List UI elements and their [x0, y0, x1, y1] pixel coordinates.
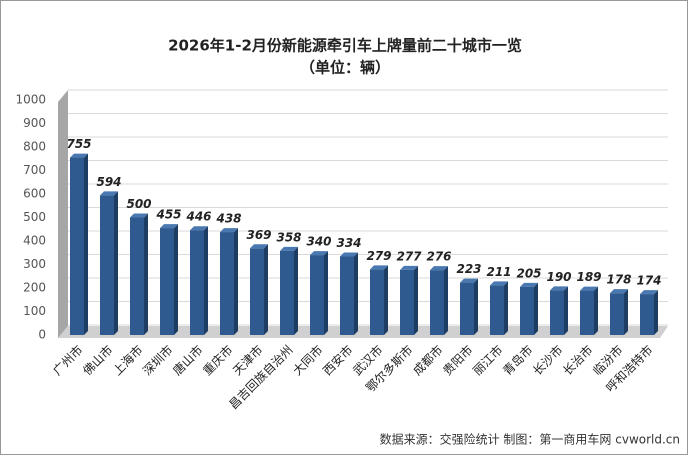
y-tick-label: 0 — [38, 328, 46, 342]
value-label: 358 — [276, 230, 301, 244]
bar-side — [354, 252, 358, 335]
bar-side — [594, 286, 598, 335]
bar-side — [84, 153, 88, 335]
value-label: 438 — [215, 212, 241, 226]
y-tick-label: 200 — [23, 281, 46, 295]
bar-side — [474, 278, 478, 335]
bar — [250, 248, 264, 335]
bar-top — [430, 266, 448, 271]
bar-top — [340, 252, 358, 257]
bar — [580, 290, 594, 335]
value-label: 500 — [126, 197, 151, 211]
bar-side — [384, 265, 388, 335]
bar — [70, 157, 84, 335]
bar-top — [100, 191, 118, 196]
y-tick-label: 400 — [23, 234, 46, 248]
y-tick-label: 800 — [23, 140, 46, 154]
bar-top — [70, 153, 88, 158]
value-label: 211 — [486, 265, 511, 279]
bar — [520, 286, 534, 335]
value-label: 178 — [606, 273, 631, 287]
bar-side — [444, 266, 448, 335]
bar — [340, 256, 354, 335]
bar-side — [144, 213, 148, 335]
bar-side — [294, 246, 298, 335]
y-tick-label: 600 — [23, 187, 46, 201]
bar-side — [504, 281, 508, 335]
bar-top — [460, 278, 478, 283]
bar-side — [534, 282, 538, 335]
bar — [550, 290, 564, 335]
bar — [610, 293, 624, 335]
bar-side — [204, 226, 208, 335]
bar-top — [250, 244, 268, 249]
bar-top — [580, 286, 598, 291]
value-label: 223 — [456, 262, 481, 276]
floor — [58, 326, 668, 338]
bar — [370, 269, 384, 335]
bar — [280, 250, 294, 335]
bar — [640, 294, 654, 335]
value-label: 279 — [366, 249, 391, 263]
chart-subtitle: （单位：辆） — [300, 59, 390, 77]
bar — [400, 269, 414, 335]
value-label: 340 — [306, 235, 331, 249]
source-note: 数据来源：交强险统计 制图：第一商用车网 cvworld.cn — [380, 432, 680, 447]
value-label: 594 — [96, 175, 121, 189]
value-label: 755 — [66, 137, 91, 151]
bar — [220, 232, 234, 335]
bar-side — [624, 289, 628, 335]
bar-top — [370, 265, 388, 270]
chart-title: 2026年1-2月份新能源牵引车上牌量前二十城市一览 — [168, 37, 522, 55]
bar-side — [324, 251, 328, 335]
bar-top — [190, 226, 208, 231]
bar-side — [264, 244, 268, 335]
bar — [430, 270, 444, 335]
bar-top — [490, 281, 508, 286]
value-label: 334 — [336, 236, 361, 250]
value-label: 205 — [516, 266, 541, 280]
bar-top — [160, 224, 178, 229]
bar-side — [654, 290, 658, 335]
bar-side — [174, 224, 178, 335]
side-wall — [58, 90, 68, 338]
bar-top — [280, 246, 298, 251]
value-label: 369 — [246, 228, 271, 242]
bar-side — [114, 191, 118, 335]
y-tick-label: 300 — [23, 257, 46, 271]
bar-side — [234, 228, 238, 335]
bar — [310, 255, 324, 335]
bar — [490, 285, 504, 335]
bar — [190, 230, 204, 335]
bar-top — [550, 286, 568, 291]
bar-top — [400, 265, 418, 270]
value-label: 455 — [155, 208, 181, 222]
y-tick-label: 100 — [23, 304, 46, 318]
bar — [100, 195, 114, 335]
bar — [460, 282, 474, 335]
y-tick-label: 500 — [23, 210, 46, 224]
bar-top — [130, 213, 148, 218]
value-label: 276 — [426, 250, 451, 264]
bar-side — [564, 286, 568, 335]
value-label: 174 — [636, 274, 661, 288]
bar-top — [220, 228, 238, 233]
y-tick-label: 1000 — [15, 93, 46, 107]
value-label: 277 — [396, 249, 422, 263]
bar-top — [310, 251, 328, 256]
y-tick-label: 700 — [23, 163, 46, 177]
bar — [130, 217, 144, 335]
bar-top — [520, 282, 538, 287]
bar-top — [640, 290, 658, 295]
y-tick-label: 900 — [23, 116, 46, 130]
value-label: 189 — [576, 270, 601, 284]
value-label: 190 — [546, 270, 571, 284]
bar — [160, 228, 174, 335]
value-label: 446 — [185, 210, 211, 224]
bar-side — [414, 265, 418, 335]
bar-top — [610, 289, 628, 294]
